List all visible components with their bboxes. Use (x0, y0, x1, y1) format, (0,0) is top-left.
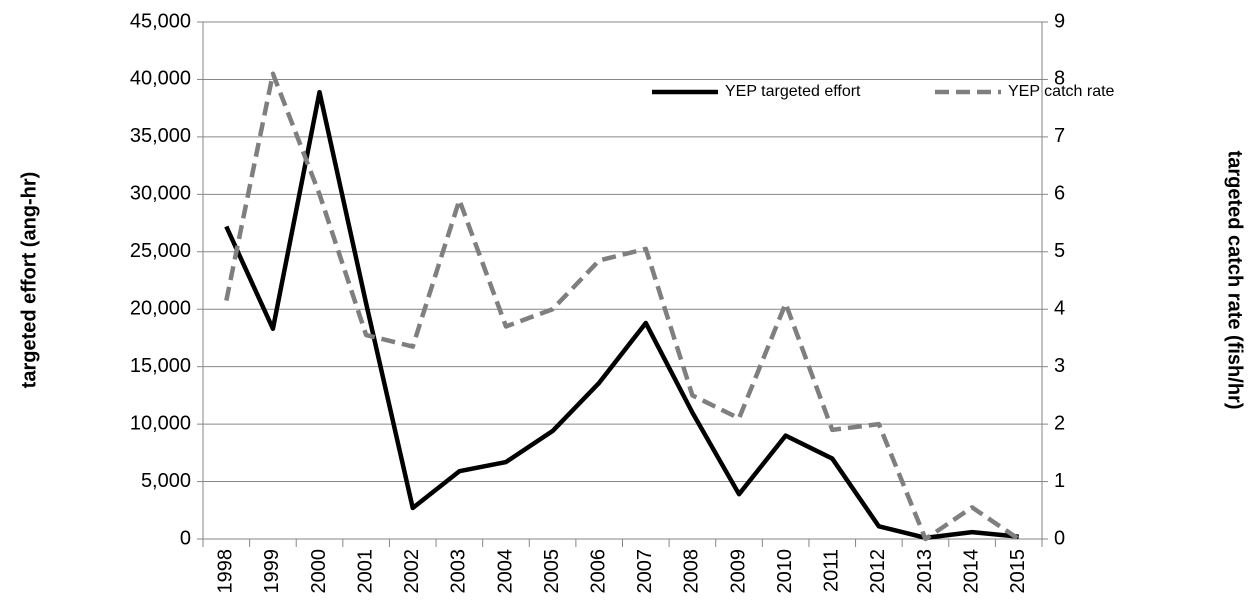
x-tick-label: 2001 (354, 549, 376, 594)
y2-tick-label: 8 (1054, 68, 1065, 90)
legend-label: YEP targeted effort (725, 83, 861, 100)
y-tick-label: 40,000 (130, 68, 191, 90)
y2-tick-label: 9 (1054, 10, 1065, 32)
series-line (224, 89, 1019, 541)
x-tick-label: 2013 (914, 549, 936, 594)
x-tick-label: 2014 (960, 549, 982, 594)
x-tick-label: 2010 (774, 549, 796, 594)
legend-label: YEP catch rate (1008, 83, 1115, 100)
x-tick-label: 2003 (448, 549, 470, 594)
x-tick-label: 2009 (727, 549, 749, 594)
y2-tick-label: 6 (1054, 183, 1065, 205)
x-tick-label: 2007 (634, 549, 656, 594)
series-line (224, 71, 1020, 542)
y2-axis-title: targeted catch rate (fish/hr) (1224, 151, 1246, 410)
y-tick-label: 30,000 (130, 183, 191, 205)
x-tick-label: 2008 (681, 549, 703, 594)
x-tick-label: 1999 (261, 549, 283, 594)
y-tick-label: 45,000 (130, 10, 191, 32)
y2-tick-label: 2 (1054, 412, 1065, 434)
y-tick-label: 35,000 (130, 125, 191, 147)
x-tick-label: 2012 (867, 549, 889, 594)
y-tick-label: 15,000 (130, 355, 191, 377)
x-tick-label: 2005 (541, 549, 563, 594)
x-tick-label: 2006 (587, 549, 609, 594)
x-tick-label: 2000 (308, 549, 330, 594)
x-tick-label: 2002 (401, 549, 423, 594)
y2-tick-label: 1 (1054, 470, 1065, 492)
y-axis-title: targeted effort (ang-hr) (18, 172, 40, 389)
y2-tick-label: 4 (1054, 298, 1065, 320)
y2-tick-label: 0 (1054, 527, 1065, 549)
x-tick-label: 2004 (494, 549, 516, 594)
y-tick-label: 25,000 (130, 240, 191, 262)
y-tick-label: 10,000 (130, 412, 191, 434)
y2-tick-label: 5 (1054, 240, 1065, 262)
x-tick-label: 1998 (215, 549, 237, 594)
y-tick-label: 20,000 (130, 298, 191, 320)
x-tick-label: 2011 (821, 549, 843, 592)
y2-tick-label: 7 (1054, 125, 1065, 147)
y-tick-label: 5,000 (141, 470, 191, 492)
x-tick-label: 2015 (1007, 549, 1029, 594)
y2-tick-label: 3 (1054, 355, 1065, 377)
y-tick-label: 0 (180, 527, 191, 549)
